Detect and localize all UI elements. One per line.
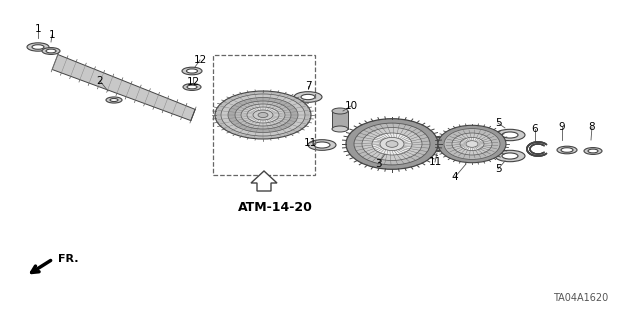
Text: 1: 1 <box>49 30 55 40</box>
Ellipse shape <box>32 45 44 49</box>
Text: 1: 1 <box>35 24 42 34</box>
Ellipse shape <box>466 141 478 147</box>
Ellipse shape <box>372 133 412 155</box>
Ellipse shape <box>314 142 330 148</box>
Ellipse shape <box>419 137 455 151</box>
Ellipse shape <box>187 85 197 89</box>
Text: 11: 11 <box>428 157 442 167</box>
Text: 3: 3 <box>374 159 381 169</box>
Polygon shape <box>251 171 277 191</box>
Ellipse shape <box>110 99 118 101</box>
Polygon shape <box>52 55 195 121</box>
Ellipse shape <box>106 97 122 103</box>
Text: 11: 11 <box>303 138 317 148</box>
Ellipse shape <box>42 48 60 55</box>
Text: 6: 6 <box>532 124 538 134</box>
Ellipse shape <box>354 123 430 165</box>
Ellipse shape <box>386 141 398 147</box>
Ellipse shape <box>561 148 573 152</box>
Ellipse shape <box>27 43 49 51</box>
Ellipse shape <box>258 113 268 117</box>
Ellipse shape <box>444 129 500 160</box>
Ellipse shape <box>584 148 602 154</box>
Ellipse shape <box>452 133 492 155</box>
Ellipse shape <box>588 149 598 153</box>
Text: 9: 9 <box>559 122 565 132</box>
Text: 5: 5 <box>495 118 501 128</box>
Text: 5: 5 <box>495 164 501 174</box>
Ellipse shape <box>362 128 422 160</box>
Ellipse shape <box>502 132 518 138</box>
Ellipse shape <box>308 140 336 150</box>
Text: 2: 2 <box>97 76 103 86</box>
Ellipse shape <box>332 108 348 114</box>
Text: 12: 12 <box>186 77 200 87</box>
Text: TA04A1620: TA04A1620 <box>553 293 608 303</box>
Ellipse shape <box>186 69 198 73</box>
Ellipse shape <box>247 107 279 123</box>
Ellipse shape <box>215 91 311 139</box>
Ellipse shape <box>235 101 291 129</box>
Text: ATM-14-20: ATM-14-20 <box>238 201 313 214</box>
Ellipse shape <box>228 98 298 132</box>
Text: FR.: FR. <box>58 254 79 264</box>
Ellipse shape <box>502 153 518 159</box>
Text: 12: 12 <box>193 55 207 65</box>
Ellipse shape <box>460 137 484 151</box>
Ellipse shape <box>301 94 315 100</box>
Ellipse shape <box>294 92 322 102</box>
Ellipse shape <box>346 119 438 169</box>
Ellipse shape <box>495 150 525 162</box>
Ellipse shape <box>332 126 348 132</box>
Ellipse shape <box>427 140 447 148</box>
Ellipse shape <box>557 146 577 154</box>
Ellipse shape <box>241 104 285 126</box>
Bar <box>332 111 348 129</box>
Ellipse shape <box>221 94 305 136</box>
Text: 4: 4 <box>452 172 458 182</box>
Text: 7: 7 <box>305 81 311 91</box>
Ellipse shape <box>380 137 404 151</box>
Text: 10: 10 <box>344 101 358 111</box>
Ellipse shape <box>46 49 56 53</box>
Ellipse shape <box>253 110 273 120</box>
Text: 8: 8 <box>589 122 595 132</box>
Bar <box>213 55 315 175</box>
Ellipse shape <box>182 67 202 75</box>
Ellipse shape <box>495 129 525 141</box>
Ellipse shape <box>438 125 506 163</box>
Ellipse shape <box>183 84 201 90</box>
